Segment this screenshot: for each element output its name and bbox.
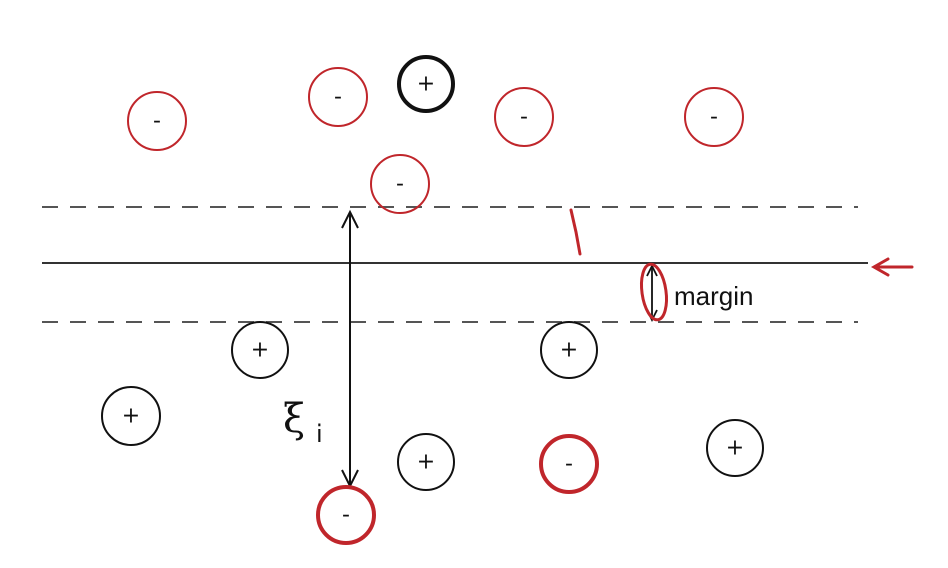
- data-point-negative: -: [494, 87, 554, 147]
- slack-subscript-label: i: [316, 420, 323, 448]
- margin-label: margin: [674, 281, 753, 311]
- data-point-positive: +: [397, 433, 455, 491]
- svg-text:+: +: [726, 436, 744, 461]
- svg-text:-: -: [520, 105, 528, 130]
- svg-text:-: -: [396, 172, 404, 197]
- slack-arrow: [341, 209, 359, 489]
- data-point-negative-highlighted: -: [316, 485, 376, 545]
- data-point-negative: -: [370, 154, 430, 214]
- data-point-negative: -: [127, 91, 187, 151]
- svg-text:-: -: [153, 109, 161, 134]
- red-tick-annotation: [569, 208, 582, 256]
- margin-red-highlight: [639, 262, 669, 322]
- svg-text:+: +: [560, 338, 578, 363]
- svg-text:-: -: [334, 85, 342, 110]
- svg-text:+: +: [417, 450, 435, 475]
- data-point-positive: +: [706, 419, 764, 477]
- slack-symbol-label: ξ: [283, 396, 305, 442]
- svg-text:-: -: [342, 503, 350, 528]
- red-arrow-annotation: [870, 257, 914, 277]
- data-point-positive: +: [540, 321, 598, 379]
- data-point-positive-highlighted: +: [397, 55, 455, 113]
- svg-text:-: -: [710, 105, 718, 130]
- data-point-negative-highlighted: -: [539, 434, 599, 494]
- svg-text:+: +: [122, 404, 140, 429]
- data-point-negative: -: [684, 87, 744, 147]
- svg-text:+: +: [417, 72, 435, 97]
- data-point-positive: +: [101, 386, 161, 446]
- data-point-positive: +: [231, 321, 289, 379]
- svg-text:+: +: [251, 338, 269, 363]
- svg-text:-: -: [565, 452, 573, 477]
- data-point-negative: -: [308, 67, 368, 127]
